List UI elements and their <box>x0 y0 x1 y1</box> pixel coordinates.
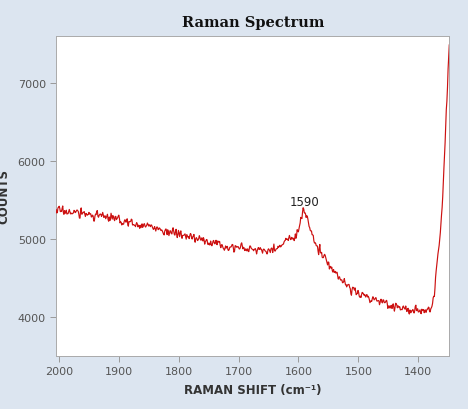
Title: Raman Spectrum: Raman Spectrum <box>182 16 324 30</box>
Text: 1590: 1590 <box>290 196 319 209</box>
X-axis label: RAMAN SHIFT (cm⁻¹): RAMAN SHIFT (cm⁻¹) <box>184 383 322 396</box>
Y-axis label: COUNTS: COUNTS <box>0 169 11 224</box>
